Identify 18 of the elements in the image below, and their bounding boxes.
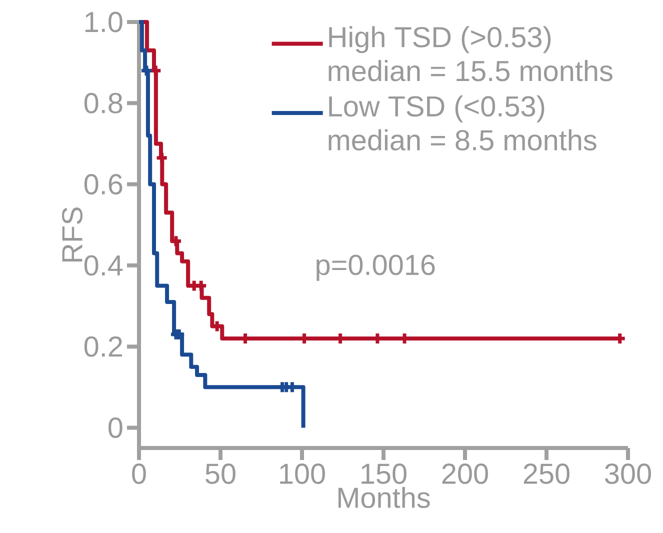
x-tick-label: 250 <box>524 464 570 484</box>
y-tick-label: 0 <box>108 417 122 438</box>
legend-label: High TSD (>0.53) median = 15.5 months <box>328 26 612 82</box>
x-tick-label: 200 <box>442 464 488 484</box>
x-tick-label: 50 <box>206 464 236 484</box>
x-tick-label: 300 <box>604 464 651 484</box>
y-tick-label: 0.8 <box>84 92 122 114</box>
y-tick-label: 0.6 <box>84 174 122 195</box>
y-tick-label: 0.4 <box>84 255 123 276</box>
y-tick-label: 0.2 <box>84 336 122 357</box>
x-tick-label: 150 <box>362 464 406 484</box>
x-tick-label: 0 <box>132 464 146 484</box>
y-tick-label: 1.0 <box>86 12 122 32</box>
x-tick-label: 100 <box>280 464 325 484</box>
x-axis-title: Months <box>338 486 430 508</box>
annotation: p=0.0016 <box>316 254 435 281</box>
y-axis-title: RFS <box>62 207 82 262</box>
legend-label: Low TSD (<0.53) median = 8.5 months <box>328 95 596 150</box>
